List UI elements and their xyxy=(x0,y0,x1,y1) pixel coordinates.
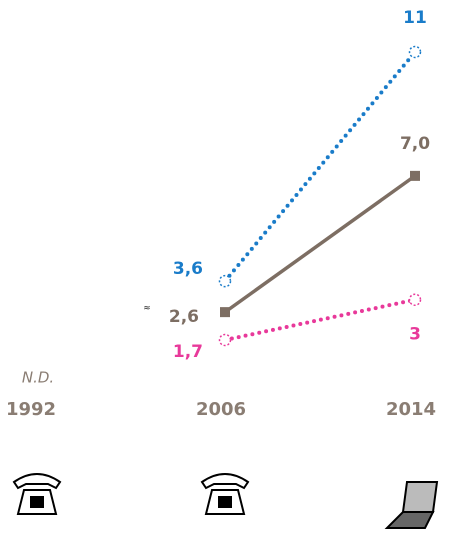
data-label: 1,7 xyxy=(173,342,203,362)
marker xyxy=(410,170,420,181)
phone-icon xyxy=(200,473,250,515)
series-line xyxy=(223,174,417,314)
data-label: 7,0 xyxy=(400,134,430,154)
data-label: 3,6 xyxy=(173,259,203,279)
x-tick-label: 2006 xyxy=(196,399,246,420)
series-line xyxy=(223,50,417,284)
x-tick-label: 1992 xyxy=(6,399,56,420)
marker xyxy=(220,307,230,318)
marker xyxy=(218,274,232,288)
data-label: 3 xyxy=(409,325,421,345)
laptop-icon xyxy=(384,481,439,529)
data-label: 11 xyxy=(403,8,427,28)
annotation: N.D. xyxy=(22,369,54,387)
marker xyxy=(408,45,422,59)
annotation: ≈ xyxy=(143,304,151,314)
phone-icon xyxy=(12,473,62,515)
series-line xyxy=(223,297,417,342)
data-label: 2,6 xyxy=(169,307,199,327)
marker xyxy=(408,293,422,306)
marker xyxy=(218,333,232,347)
x-tick-label: 2014 xyxy=(386,399,436,420)
